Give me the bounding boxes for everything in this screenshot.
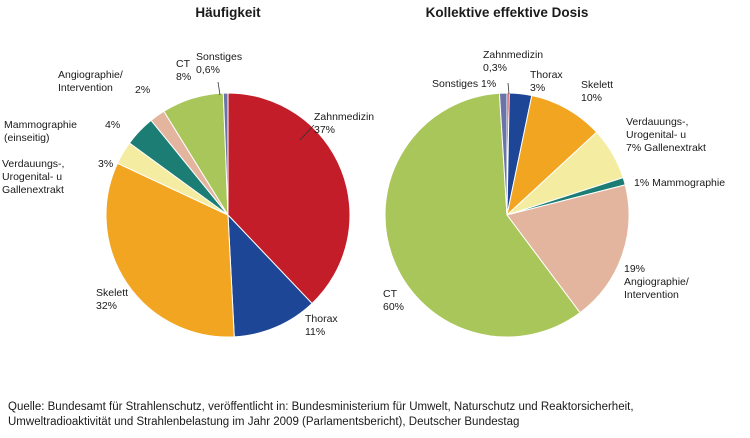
pie-slice-haeufigkeit-sonstiges (222, 92, 229, 216)
source-line-2: Umweltradioaktivität und Strahlenbelastu… (8, 416, 520, 428)
slice-value-haeufigkeit-angiographie-intervention: 2% (135, 84, 150, 96)
chart-title-kollektive-dosis: Kollektive effektive Dosis (426, 5, 589, 20)
source-line-1: Quelle: Bundesamt für Strahlenschutz, ve… (8, 401, 634, 413)
slice-label-haeufigkeit-thorax: Thorax 11% (305, 313, 338, 338)
slice-label-haeufigkeit-mammographie-einseitig: Mammographie (einseitig) (4, 119, 77, 144)
slice-value-haeufigkeit-mammographie-einseitig: 4% (105, 119, 120, 131)
leader-line (217, 81, 221, 96)
slice-label-dosis-sonstiges: Sonstiges 1% (432, 78, 496, 90)
slice-label-dosis-verdauungs-urogenital-u-gallenextrakt: Verdauungs-, Urogenital- u 7% Gallenextrak… (626, 116, 706, 154)
slice-label-haeufigkeit-zahnmedizin: Zahnmedizin 37% (314, 111, 374, 136)
slice-label-dosis-mammographie: 1% Mammographie (634, 177, 725, 189)
slice-value-haeufigkeit-verdauungs-urogenital-u-gallenextrakt: 3% (98, 158, 113, 170)
slice-label-dosis-thorax: Thorax 3% (530, 69, 563, 94)
slice-label-haeufigkeit-ct: CT 8% (176, 58, 191, 83)
pie-slice-haeufigkeit-zahnmedizin (227, 92, 351, 305)
leader-line (299, 124, 315, 141)
slice-label-dosis-skelett: Skelett 10% (581, 79, 613, 104)
slice-label-dosis-angiographie-intervention: 19% Angiographie/Intervention (624, 263, 689, 301)
slice-label-haeufigkeit-verdauungs-urogenital-u-gallenextrakt: Verdauungs-, Urogenital- u Gallenextrakt (2, 158, 67, 196)
pie-slice-dosis-sonstiges (498, 92, 508, 216)
pie-slice-dosis-ct (384, 92, 581, 338)
pie-slice-dosis-skelett (506, 94, 598, 217)
pie-slice-dosis-angiographie-intervention (506, 184, 630, 314)
pie-slice-haeufigkeit-skelett (105, 162, 235, 338)
slice-label-dosis-zahnmedizin: Zahnmedizin 0,3% (483, 49, 543, 74)
leader-line (507, 82, 510, 95)
slice-label-haeufigkeit-skelett: Skelett 32% (96, 287, 128, 312)
slice-label-dosis-ct: CT 60% (383, 288, 404, 313)
chart-title-haeufigkeit: Häufigkeit (195, 5, 261, 20)
pie-slice-haeufigkeit-thorax (227, 213, 313, 338)
slice-label-haeufigkeit-sonstiges: Sonstiges 0,6% (196, 51, 242, 76)
source-note: Quelle: Bundesamt für Strahlenschutz, ve… (8, 400, 748, 430)
slice-label-haeufigkeit-angiographie-intervention: Angiographie/Intervention (58, 69, 123, 94)
